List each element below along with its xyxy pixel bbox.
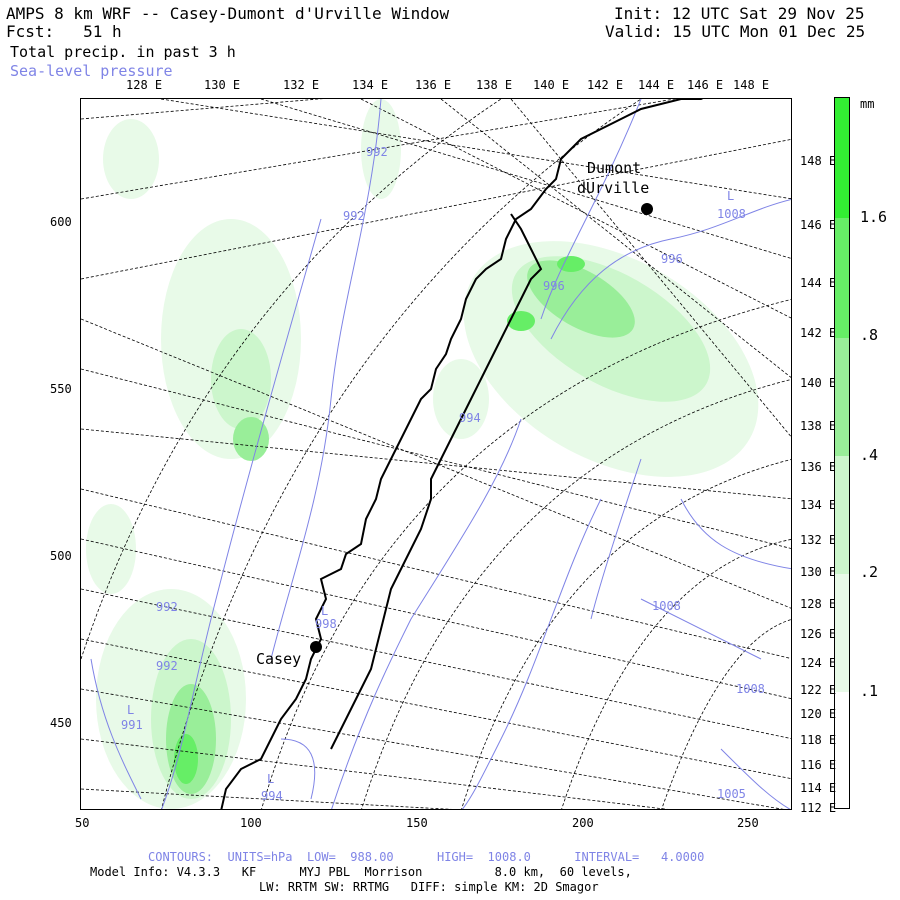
right-lon-label: 128 E [800, 597, 837, 611]
valid-time: Valid: 15 UTC Mon 01 Dec 25 [605, 22, 866, 41]
pressure-label: 992 [156, 600, 178, 614]
top-lon-label: 130 E [204, 78, 241, 92]
y-tick-label: 500 [50, 549, 72, 563]
top-lon-label: 132 E [283, 78, 320, 92]
colorbar-segment [835, 98, 849, 218]
right-lon-label: 124 E [800, 656, 837, 670]
right-lon-label: 142 E [800, 326, 837, 340]
x-tick-label: 150 [406, 816, 428, 830]
low-marker: L [321, 604, 329, 618]
top-lon-label: 144 E [638, 78, 675, 92]
contour-info: CONTOURS: UNITS=hPa LOW= 988.00 HIGH= 10… [148, 850, 705, 864]
y-tick-label: 450 [50, 716, 72, 730]
pressure-label: 1008 [652, 599, 681, 613]
pressure-label: 1008 [736, 682, 765, 696]
right-lon-label: 144 E [800, 276, 837, 290]
pressure-label: 1005 [717, 787, 746, 801]
physics-info: LW: RRTM SW: RRTMG DIFF: simple KM: 2D S… [259, 880, 599, 894]
top-lon-label: 128 E [126, 78, 163, 92]
x-tick-label: 50 [75, 816, 90, 830]
colorbar-segment [835, 218, 849, 338]
top-lon-label: 146 E [687, 78, 724, 92]
overlay-label: Sea-level pressure [10, 62, 173, 80]
low-marker: L [267, 772, 275, 786]
right-lon-label: 114 E [800, 781, 837, 795]
pressure-label: 994 [261, 789, 283, 803]
pressure-label: 992 [156, 659, 178, 673]
colorbar-unit: mm [860, 97, 875, 111]
top-lon-label: 142 E [587, 78, 624, 92]
low-marker: L [727, 189, 735, 203]
right-lon-label: 132 E [800, 533, 837, 547]
map-title: AMPS 8 km WRF -- Casey-Dumont d'Urville … [6, 4, 450, 23]
right-lon-label: 120 E [800, 707, 837, 721]
field-label: Total precip. in past 3 h [10, 43, 236, 61]
pressure-label: 1008 [717, 207, 746, 221]
pressure-label: 992 [343, 209, 365, 223]
x-tick-label: 100 [240, 816, 262, 830]
pressure-label: 991 [121, 718, 143, 732]
y-tick-label: 600 [50, 215, 72, 229]
colorbar-segment [835, 574, 849, 692]
pressure-label: 994 [459, 411, 481, 425]
station-dumont-label: Dumont [587, 159, 642, 177]
right-lon-label: 136 E [800, 460, 837, 474]
right-lon-label: 138 E [800, 419, 837, 433]
pressure-label: 996 [543, 279, 565, 293]
right-lon-label: 134 E [800, 498, 837, 512]
top-lon-label: 134 E [352, 78, 389, 92]
station-dumont-label-2: dUrville [577, 179, 650, 197]
right-lon-label: 116 E [800, 758, 837, 772]
colorbar-label: 1.6 [860, 208, 888, 226]
pressure-label: 996 [661, 252, 683, 266]
map-canvas [81, 99, 791, 809]
right-lon-label: 140 E [800, 376, 837, 390]
map-panel: 992 992 996 996 1008 994 998 1008 1008 9… [80, 98, 792, 810]
right-lon-label: 148 E [800, 154, 837, 168]
x-tick-label: 250 [737, 816, 759, 830]
right-lon-label: 112 E [800, 801, 837, 815]
colorbar-label: .4 [860, 446, 879, 464]
top-lon-label: 136 E [415, 78, 452, 92]
top-lon-label: 138 E [476, 78, 513, 92]
top-lon-label: 148 E [733, 78, 770, 92]
pressure-label: 998 [315, 617, 337, 631]
x-tick-label: 200 [572, 816, 594, 830]
pressure-label: 992 [366, 145, 388, 159]
graticule [81, 99, 791, 809]
pressure-contours [90, 99, 791, 809]
model-info: Model Info: V4.3.3 KF MYJ PBL Morrison 8… [90, 865, 632, 879]
colorbar [834, 97, 850, 809]
right-lon-label: 126 E [800, 627, 837, 641]
station-casey-marker [310, 641, 322, 653]
right-lon-label: 146 E [800, 218, 837, 232]
right-lon-label: 122 E [800, 683, 837, 697]
colorbar-label: .8 [860, 326, 879, 344]
low-marker: L [127, 703, 135, 717]
init-time: Init: 12 UTC Sat 29 Nov 25 [614, 4, 865, 23]
colorbar-segment [835, 456, 849, 574]
colorbar-segment [835, 338, 849, 456]
colorbar-label: .2 [860, 563, 879, 581]
y-tick-label: 550 [50, 382, 72, 396]
right-lon-label: 130 E [800, 565, 837, 579]
station-casey-label: Casey [256, 650, 302, 668]
forecast-hour: Fcst: 51 h [6, 22, 122, 41]
precip-shading [86, 99, 759, 809]
station-dumont-marker [641, 203, 653, 215]
right-lon-label: 118 E [800, 733, 837, 747]
colorbar-label: .1 [860, 682, 879, 700]
top-lon-label: 140 E [533, 78, 570, 92]
